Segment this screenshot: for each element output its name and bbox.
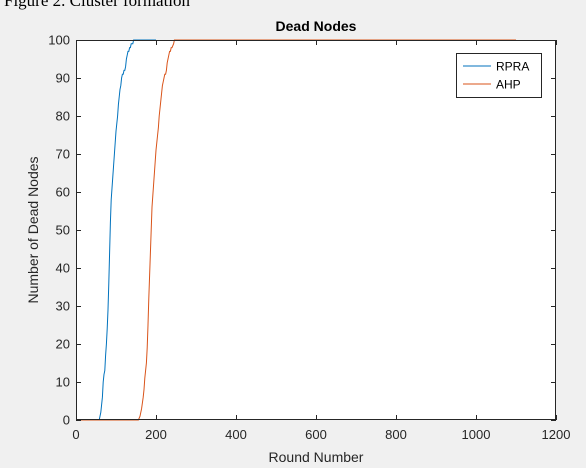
plot-area bbox=[76, 40, 556, 420]
y-tick-label: 100 bbox=[48, 33, 70, 48]
y-tick-label: 80 bbox=[56, 109, 70, 124]
figure-caption: Figure 2. Cluster formation bbox=[4, 0, 191, 10]
x-tick-label: 800 bbox=[385, 427, 407, 442]
y-tick-label: 70 bbox=[56, 147, 70, 162]
y-tick-label: 0 bbox=[63, 413, 70, 428]
y-axis-label: Number of Dead Nodes bbox=[25, 156, 41, 303]
series-line-rpra bbox=[76, 39, 156, 421]
y-tick-label: 50 bbox=[56, 223, 70, 238]
x-tick-label: 0 bbox=[72, 427, 79, 442]
y-tick-label: 20 bbox=[56, 337, 70, 352]
x-tick-label: 1000 bbox=[462, 427, 491, 442]
y-tick-label: 60 bbox=[56, 185, 70, 200]
chart-title: Dead Nodes bbox=[276, 18, 357, 34]
legend-label-rpra: RPRA bbox=[496, 60, 529, 74]
x-tick-label: 400 bbox=[225, 427, 247, 442]
legend-box bbox=[456, 53, 542, 98]
series-line-ahp bbox=[76, 39, 516, 421]
x-tick-label: 200 bbox=[145, 427, 167, 442]
x-axis-label: Round Number bbox=[269, 449, 364, 465]
y-tick-label: 90 bbox=[56, 71, 70, 86]
y-tick-label: 40 bbox=[56, 261, 70, 276]
y-tick-label: 10 bbox=[56, 375, 70, 390]
x-tick-label: 1200 bbox=[542, 427, 571, 442]
x-tick-label: 600 bbox=[305, 427, 327, 442]
y-tick-label: 30 bbox=[56, 299, 70, 314]
legend-label-ahp: AHP bbox=[496, 78, 521, 92]
